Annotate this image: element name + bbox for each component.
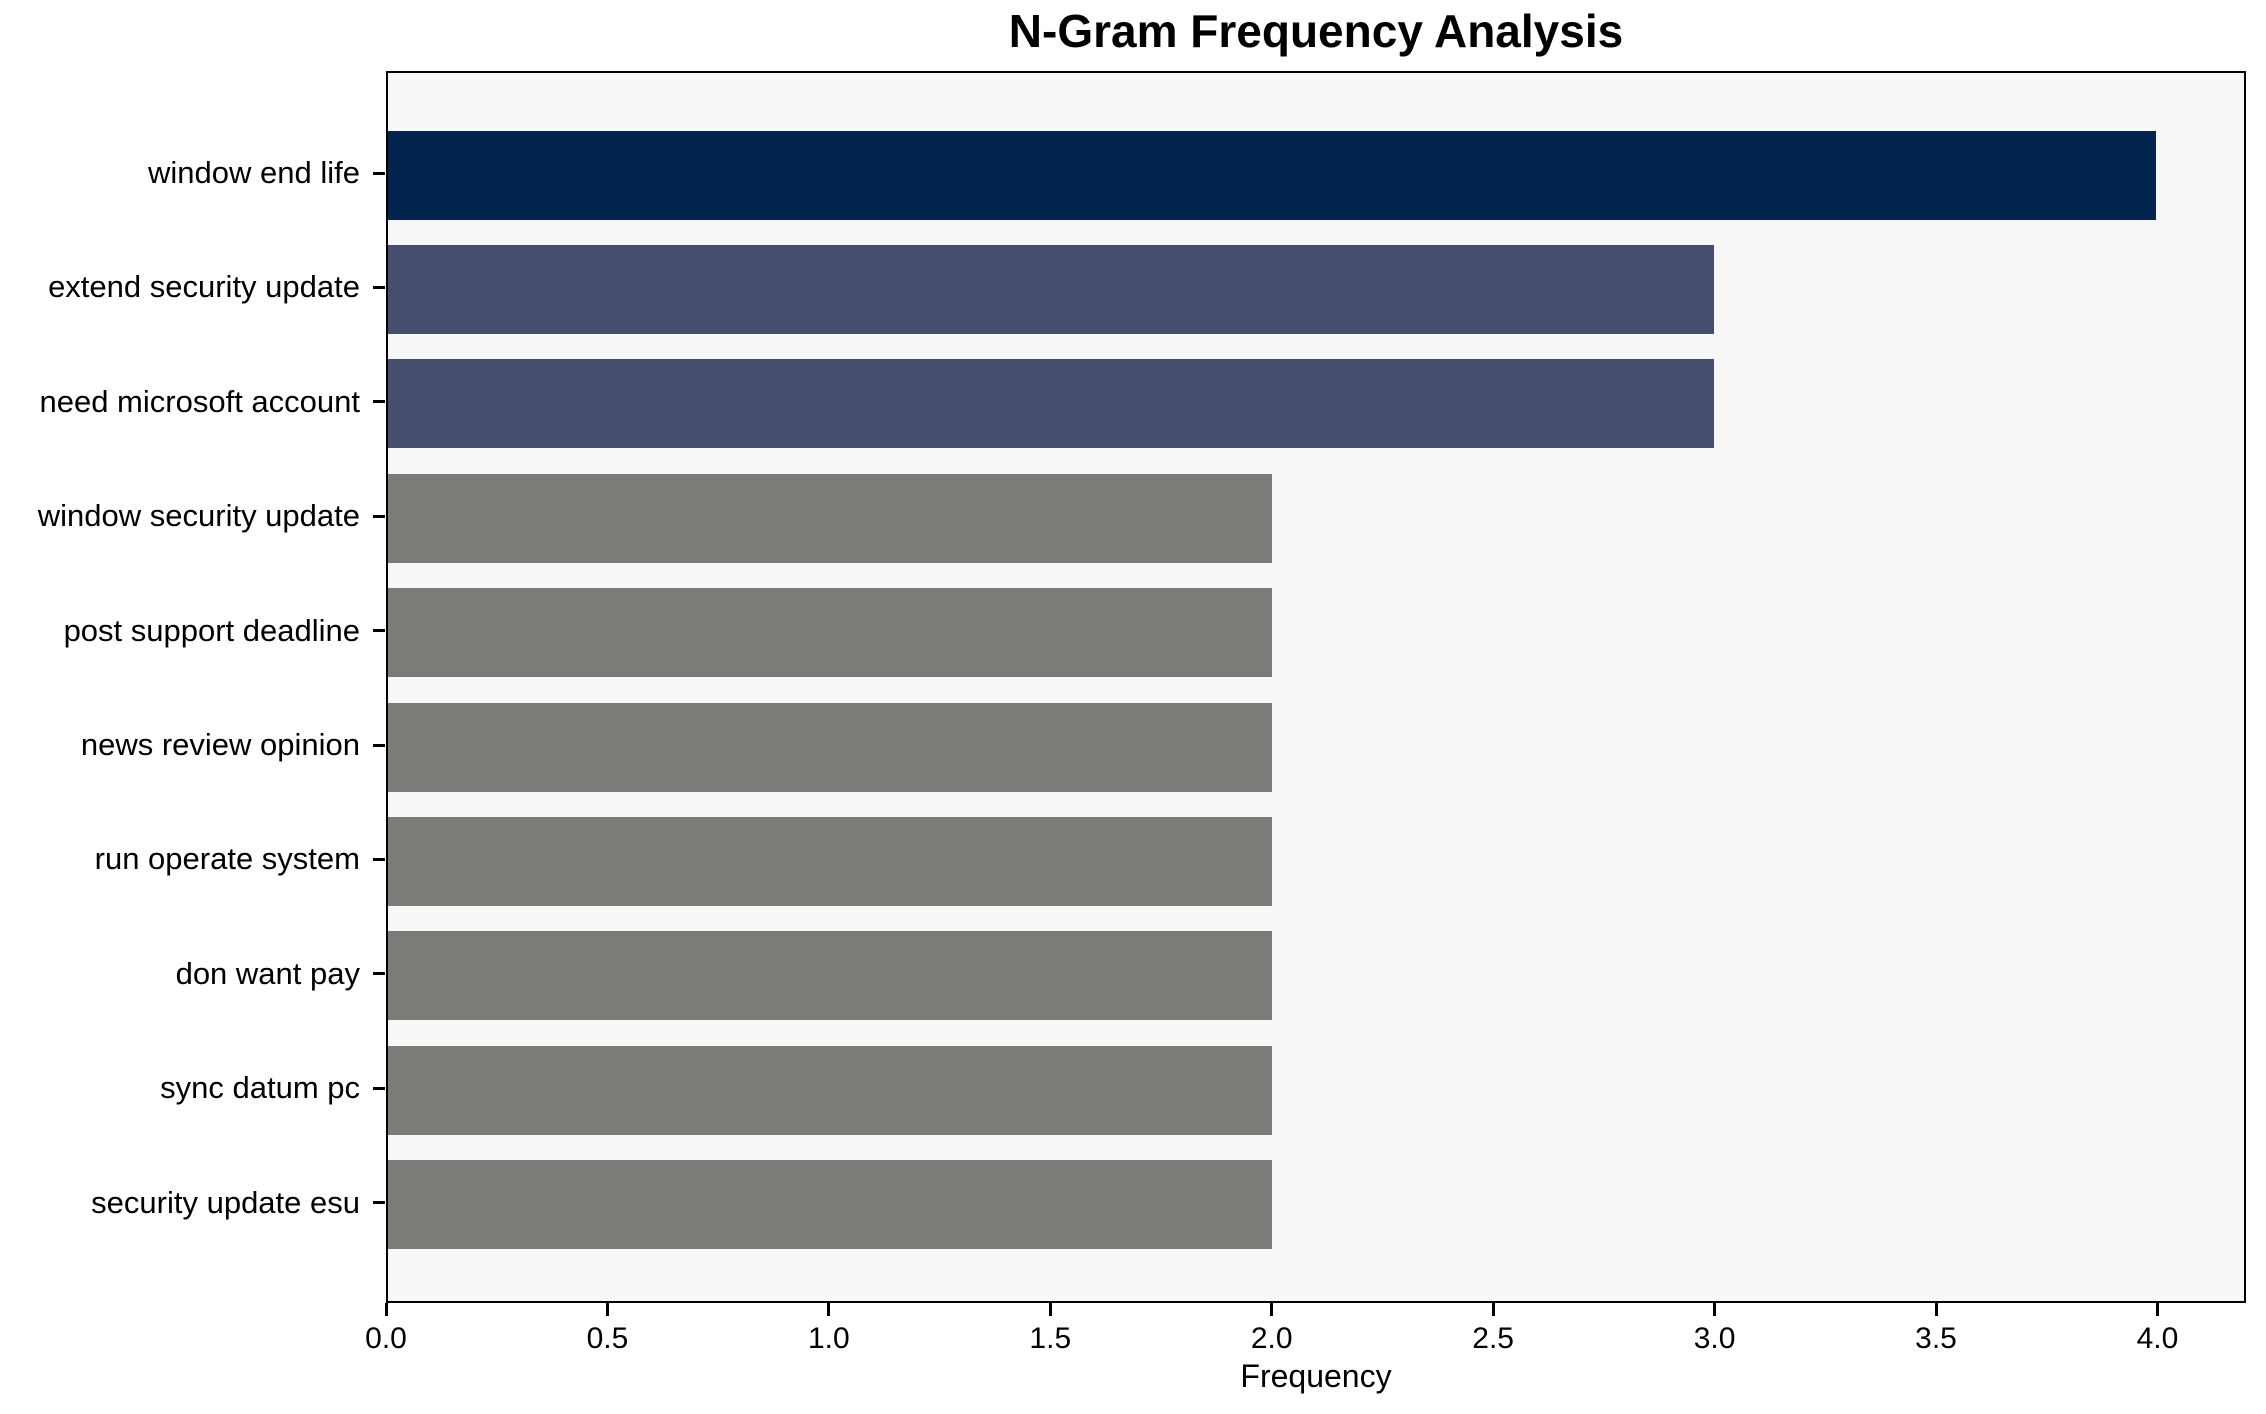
x-tick-mark bbox=[1713, 1303, 1717, 1316]
bar bbox=[388, 473, 1272, 563]
bar bbox=[388, 359, 1714, 449]
bar bbox=[388, 1045, 1272, 1135]
y-tick-mark bbox=[373, 629, 385, 633]
x-tick-label: 2.5 bbox=[1472, 1322, 1514, 1355]
x-tick-mark bbox=[384, 1303, 388, 1316]
bar bbox=[388, 702, 1272, 792]
x-tick-mark bbox=[605, 1303, 609, 1316]
x-tick-label: 4.0 bbox=[2136, 1322, 2179, 1355]
y-tick-mark bbox=[373, 1201, 385, 1205]
y-tick-mark bbox=[373, 400, 385, 404]
x-tick-label: 3.5 bbox=[1915, 1322, 1957, 1355]
y-tick-mark bbox=[373, 514, 385, 518]
y-tick-label: sync datum pc bbox=[160, 1070, 360, 1106]
bar bbox=[388, 244, 1714, 334]
y-tick-mark bbox=[373, 285, 385, 289]
y-tick-mark bbox=[373, 857, 385, 861]
y-tick-label: don want pay bbox=[175, 955, 360, 991]
x-tick-mark bbox=[1270, 1303, 1274, 1316]
y-tick-mark bbox=[373, 1086, 385, 1090]
y-tick-label: run operate system bbox=[94, 841, 360, 877]
x-tick-mark bbox=[827, 1303, 831, 1316]
y-tick-label: window end life bbox=[148, 155, 360, 190]
bar bbox=[388, 130, 2156, 220]
x-tick-mark bbox=[2155, 1303, 2159, 1316]
y-tick-label: extend security update bbox=[48, 269, 360, 305]
bar bbox=[388, 816, 1272, 906]
x-tick-mark bbox=[1048, 1303, 1052, 1316]
x-tick-label: 2.0 bbox=[1250, 1322, 1293, 1355]
bar bbox=[388, 931, 1272, 1021]
x-tick-mark bbox=[1934, 1303, 1938, 1316]
x-tick-label: 1.0 bbox=[807, 1322, 850, 1355]
x-tick-label: 1.5 bbox=[1029, 1322, 1072, 1355]
chart-title: N-Gram Frequency Analysis bbox=[1008, 5, 1624, 57]
y-tick-label: window security update bbox=[37, 498, 360, 534]
x-tick-label: 3.0 bbox=[1693, 1322, 1736, 1355]
y-tick-label: security update esu bbox=[91, 1184, 360, 1220]
x-tick-label: 0.5 bbox=[586, 1322, 629, 1355]
x-tick-label: 0.0 bbox=[365, 1322, 407, 1355]
x-axis-title: Frequency bbox=[1240, 1358, 1392, 1394]
bar bbox=[388, 1160, 1272, 1250]
bar bbox=[388, 588, 1272, 678]
y-tick-label: news review opinion bbox=[80, 727, 360, 762]
y-tick-mark bbox=[373, 743, 385, 747]
x-tick-mark bbox=[1491, 1303, 1495, 1316]
y-tick-label: need microsoft account bbox=[39, 383, 360, 419]
y-tick-mark bbox=[373, 972, 385, 976]
y-tick-label: post support deadline bbox=[63, 612, 360, 648]
plot-area bbox=[386, 71, 2246, 1303]
y-tick-mark bbox=[373, 171, 385, 175]
